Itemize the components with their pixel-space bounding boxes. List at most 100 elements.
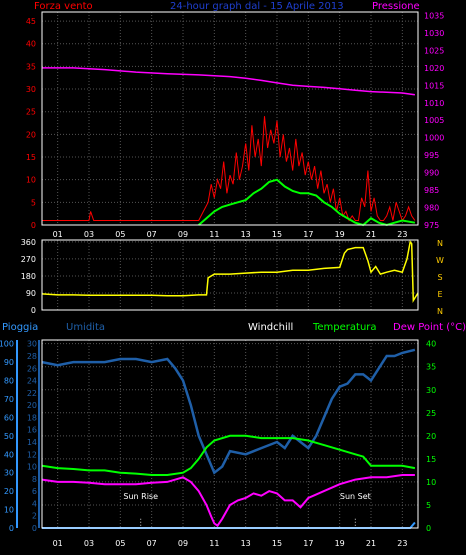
rain-y-tick-label: 50	[4, 432, 14, 441]
humidity-y-tick-label: 10	[27, 463, 37, 472]
rain-y-tick-label: 30	[4, 469, 14, 478]
rain-y-tick-label: 40	[4, 450, 14, 459]
humidity-y-tick-label: 20	[27, 401, 37, 410]
x-tick-label: 19	[335, 539, 345, 548]
wind-axis-title: Forza vento	[34, 1, 93, 12]
x-tick-label: 11	[209, 539, 219, 548]
x-tick-label: 09	[178, 539, 188, 548]
pressure-y-tick-label: 1000	[424, 134, 444, 143]
x-tick-label: 15	[272, 230, 282, 239]
x-tick-label: 07	[147, 230, 157, 239]
wind-y-tick-label: 5	[31, 198, 36, 207]
humidity-y-tick-label: 0	[32, 524, 37, 533]
humidity-y-tick-label: 6	[32, 487, 37, 496]
windchill-label: Windchill	[248, 322, 293, 333]
rain-axis-title: Pioggia	[2, 322, 38, 333]
temp-y-tick-label: 30	[426, 386, 436, 395]
humidity-y-tick-label: 24	[27, 377, 37, 386]
wind-y-tick-label: 45	[26, 17, 36, 26]
wind-series-line	[42, 116, 416, 222]
direction-y-tick-label: 360	[21, 238, 36, 247]
wind-direction-panel: 010305070911131517192123090180270360NWSE…	[21, 238, 444, 316]
x-tick-label: 21	[366, 539, 376, 548]
direction-y-tick-label: 180	[21, 272, 36, 281]
x-tick-label: 17	[303, 230, 313, 239]
humidity-y-tick-label: 16	[27, 426, 37, 435]
direction-y-tick-label: 90	[26, 289, 36, 298]
x-tick-label: 01	[53, 539, 63, 548]
x-tick-label: 21	[366, 230, 376, 239]
sun-rise-label: Sun Rise	[123, 492, 158, 501]
direction-y-tick-label: 0	[31, 306, 36, 315]
x-tick-label: 05	[115, 539, 125, 548]
pressure-y-tick-label: 1010	[424, 99, 444, 108]
sun-set-label: Sun Set	[340, 492, 371, 501]
humidity-y-tick-label: 4	[32, 499, 37, 508]
x-tick-label: 05	[115, 230, 125, 239]
x-tick-label: 11	[209, 230, 219, 239]
dewpoint-series-line	[41, 474, 415, 528]
pressure-y-tick-label: 995	[424, 151, 439, 160]
temp-y-tick-label: 25	[426, 409, 436, 418]
wind-y-tick-label: 40	[26, 40, 36, 49]
pressure-y-tick-label: 1020	[424, 64, 444, 73]
wind-y-tick-label: 25	[26, 108, 36, 117]
wind-pressure-panel: 01 03 05 07 09 11 13 15 17 19 21 230510152025303540…	[26, 11, 445, 239]
panel-frame	[41, 239, 419, 311]
rain-y-tick-label: 100	[0, 340, 14, 349]
humidity-y-tick-label: 30	[27, 340, 37, 349]
pressure-y-tick-label: 1015	[424, 81, 444, 90]
wind-y-tick-label: 20	[26, 130, 36, 139]
compass-label: W	[436, 256, 444, 265]
humidity-y-tick-label: 26	[27, 364, 37, 373]
humidity-y-tick-label: 28	[27, 352, 37, 361]
panel-frame	[41, 339, 419, 529]
direction-y-tick-label: 270	[21, 255, 36, 264]
wind-y-tick-label: 35	[26, 62, 36, 71]
x-tick-label: 23	[397, 539, 407, 548]
humidity-y-tick-label: 2	[32, 512, 37, 521]
wind-y-tick-label: 10	[26, 176, 36, 185]
x-tick-label: 09	[178, 230, 188, 239]
pressure-y-tick-label: 975	[424, 221, 439, 230]
wind-y-tick-label: 0	[31, 221, 36, 230]
dewpoint-label: Dew Point (°C)	[393, 322, 466, 333]
rain-y-tick-label: 10	[4, 506, 14, 515]
pressure-axis-title: Pressione	[372, 1, 420, 12]
pressure-y-tick-label: 990	[424, 169, 439, 178]
temp-y-tick-label: 20	[426, 432, 436, 441]
chart-title: 24-hour graph dal - 15 Aprile 2013	[170, 1, 344, 12]
panel-frame	[41, 11, 419, 226]
compass-label: E	[437, 290, 442, 299]
temp-y-tick-label: 15	[426, 455, 436, 464]
compass-label: N	[437, 239, 443, 248]
compass-label: S	[437, 273, 442, 282]
temp-y-tick-label: 40	[426, 340, 436, 349]
rain-y-tick-label: 70	[4, 395, 14, 404]
humidity-y-tick-label: 18	[27, 413, 37, 422]
pressure-y-tick-label: 985	[424, 186, 439, 195]
pressure-y-tick-label: 1025	[424, 46, 444, 55]
gust_avg-series-line	[198, 178, 416, 227]
temp-y-tick-label: 35	[426, 363, 436, 372]
wind-y-tick-label: 15	[26, 153, 36, 162]
temp-humidity-panel: 01 03 05 07 09 11 13 15 17 19 21 230102030405060708…	[0, 339, 436, 548]
x-tick-label: 13	[241, 230, 251, 239]
x-tick-label: 15	[272, 539, 282, 548]
x-tick-label: 19	[335, 230, 345, 239]
pressure-y-tick-label: 1005	[424, 116, 444, 125]
pressure-y-tick-label: 1035	[424, 11, 444, 20]
temp-y-tick-label: 0	[426, 524, 431, 533]
pressure-y-tick-label: 980	[424, 204, 439, 213]
humidity-y-tick-label: 12	[27, 450, 37, 459]
x-tick-label: 07	[147, 539, 157, 548]
humidity-y-tick-label: 8	[32, 475, 37, 484]
x-tick-label: 03	[84, 230, 94, 239]
wind-y-tick-label: 30	[26, 85, 36, 94]
temperature-series-line	[41, 434, 416, 476]
compass-label: N	[437, 307, 443, 316]
pressure-series-line	[42, 67, 416, 96]
rain-y-tick-label: 60	[4, 413, 14, 422]
temp-y-tick-label: 5	[426, 501, 431, 510]
